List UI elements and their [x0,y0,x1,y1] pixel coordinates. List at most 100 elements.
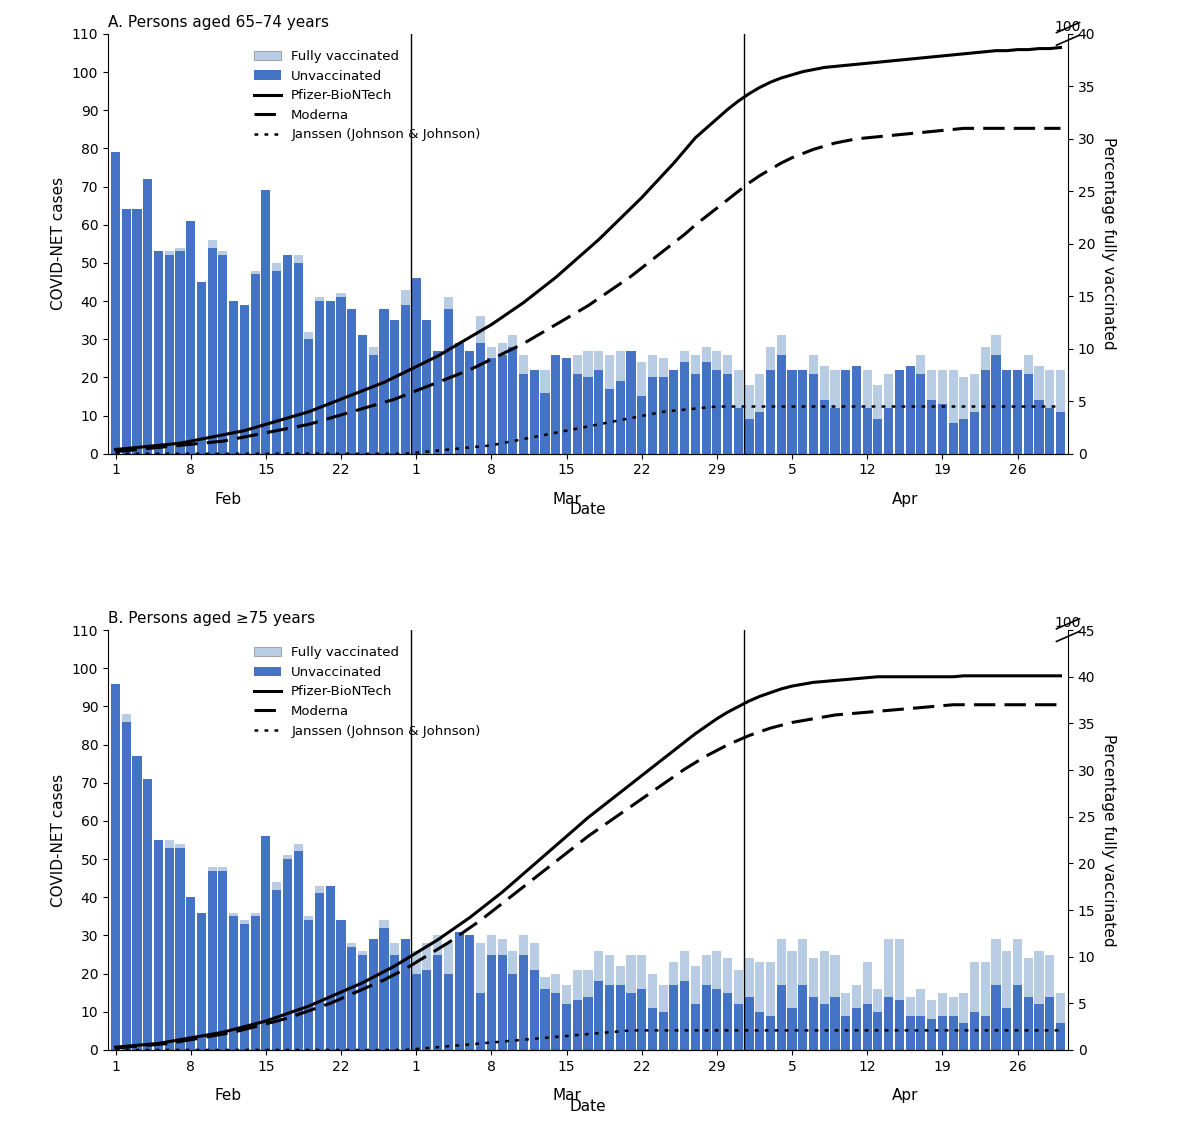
Bar [724,374,732,454]
Bar [572,374,582,454]
Bar [401,305,410,454]
Bar [540,978,550,989]
Bar [175,247,185,252]
Bar [702,986,710,1050]
Bar [659,986,667,1012]
Bar [358,335,367,454]
Bar [186,898,196,1050]
Bar [562,358,571,454]
Bar [991,986,1001,1050]
Bar [917,989,925,1016]
Bar [970,1012,979,1050]
Bar [305,339,313,454]
Bar [863,1004,871,1050]
Bar [197,282,206,454]
Bar [466,351,474,454]
Bar [830,997,840,1050]
Bar [980,1016,990,1050]
Bar [251,912,259,917]
Bar [863,408,871,454]
Bar [487,954,496,1050]
Bar [820,951,829,1004]
Bar [325,886,335,1050]
Bar [251,271,259,274]
Bar [251,917,259,1050]
Bar [937,1016,947,1050]
Y-axis label: Percentage fully vaccinated: Percentage fully vaccinated [1102,138,1116,350]
Bar [583,377,593,454]
Bar [358,954,367,1050]
Bar [583,997,593,1050]
Bar [906,366,914,454]
Bar [175,843,185,848]
Bar [444,943,452,973]
Bar [455,931,463,1050]
Bar [476,943,485,992]
Bar [412,951,421,973]
Bar [240,305,248,454]
Bar [895,370,904,454]
Bar [509,335,517,347]
Bar [948,1016,958,1050]
Bar [928,370,936,401]
Bar [787,951,797,1008]
Bar [766,370,775,454]
Bar [197,912,206,1050]
Bar [164,255,174,454]
Bar [637,954,647,989]
Bar [809,997,818,1050]
Bar [379,920,389,928]
Text: Mar: Mar [552,491,581,507]
Bar [1024,959,1033,997]
Bar [776,986,786,1050]
Bar [659,358,667,377]
Bar [755,374,764,412]
Bar [733,970,743,1004]
Text: Apr: Apr [892,491,918,507]
Bar [529,943,539,970]
Bar [336,297,346,454]
Bar [444,297,452,308]
Legend: Fully vaccinated, Unvaccinated, Pfizer-BioNTech, Moderna, Janssen (Johnson & Joh: Fully vaccinated, Unvaccinated, Pfizer-B… [248,45,486,147]
Bar [540,989,550,1050]
Bar [1056,992,1066,1023]
Bar [262,837,270,1050]
Bar [948,370,958,423]
Bar [305,917,313,920]
Bar [659,1012,667,1050]
Bar [476,992,485,1050]
Text: A. Persons aged 65–74 years: A. Persons aged 65–74 years [108,15,329,30]
Bar [895,939,904,1000]
Bar [680,351,689,362]
Bar [422,970,432,1050]
Bar [175,252,185,454]
Bar [970,962,979,1012]
Bar [1034,951,1044,1004]
Bar [186,221,196,454]
Bar [809,959,818,997]
Bar [670,962,678,986]
Bar [562,986,571,1004]
Bar [132,210,142,454]
Bar [959,1023,968,1050]
Bar [368,347,378,355]
Bar [422,943,432,970]
Bar [713,951,721,989]
Bar [637,362,647,396]
Bar [852,1008,862,1050]
Bar [616,966,625,986]
Bar [572,1000,582,1050]
Bar [917,1016,925,1050]
Bar [412,278,421,454]
Bar [733,370,743,408]
Bar [670,986,678,1050]
Bar [820,1004,829,1050]
Bar [863,370,871,408]
Bar [272,890,281,1050]
Bar [776,939,786,986]
Bar [433,351,443,454]
Bar [970,374,979,412]
Bar [121,721,131,1050]
Bar [164,840,174,848]
Bar [487,347,496,358]
